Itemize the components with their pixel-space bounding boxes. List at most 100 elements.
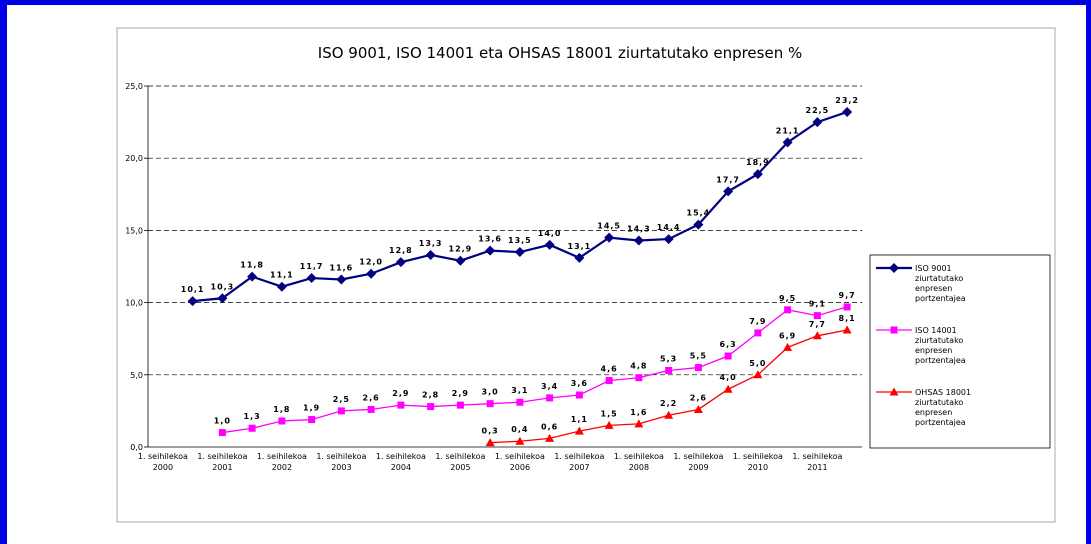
x-tick-label: 1. seihilekoa 2009: [673, 452, 723, 472]
marker: [456, 401, 464, 409]
data-label: 2,2: [660, 399, 677, 408]
data-label: 6,3: [720, 340, 737, 349]
marker: [842, 325, 852, 334]
chart-title: ISO 9001, ISO 14001 eta OHSAS 18001 ziur…: [318, 44, 802, 62]
data-label: 13,6: [478, 235, 502, 244]
x-tick-label: 1. seihilekoa 2006: [495, 452, 545, 472]
data-label: 2,6: [690, 393, 707, 402]
data-label: 1,6: [630, 408, 647, 417]
marker: [842, 106, 853, 117]
y-tick-label: 0,0: [130, 443, 143, 452]
data-label: 6,9: [779, 331, 796, 340]
x-tick-label: 1. seihilekoa 2011: [792, 452, 842, 472]
x-tick-label: 1. seihilekoa 2003: [316, 452, 366, 472]
marker: [425, 249, 436, 260]
data-label: 7,9: [749, 317, 766, 326]
data-label: 5,3: [660, 354, 677, 363]
data-label: 0,4: [511, 425, 528, 434]
data-label: 3,4: [541, 382, 558, 391]
marker: [663, 234, 674, 245]
data-label: 1,5: [601, 409, 618, 418]
marker: [723, 186, 734, 197]
marker: [812, 117, 823, 128]
x-tick-label: 1. seihilekoa 2007: [554, 452, 604, 472]
marker: [723, 384, 733, 393]
marker: [278, 417, 286, 425]
marker: [337, 407, 345, 415]
marker: [784, 306, 792, 314]
marker: [783, 342, 793, 351]
marker: [889, 263, 899, 273]
data-label: 2,6: [363, 393, 380, 402]
marker: [633, 235, 644, 246]
marker: [754, 329, 762, 337]
data-label: 4,6: [601, 365, 618, 374]
marker: [724, 352, 732, 360]
marker: [248, 424, 256, 432]
data-label: 2,5: [333, 395, 350, 404]
marker: [544, 239, 555, 250]
data-label: 4,8: [630, 362, 647, 371]
data-label: 3,6: [571, 379, 588, 388]
data-label: 2,9: [452, 389, 469, 398]
data-label: 11,8: [240, 261, 264, 270]
marker: [545, 433, 555, 442]
y-tick-label: 10,0: [125, 299, 143, 308]
marker: [665, 366, 673, 374]
data-label: 10,3: [211, 282, 235, 291]
marker: [276, 281, 287, 292]
data-label: 2,9: [392, 389, 409, 398]
data-label: 9,1: [809, 300, 826, 309]
legend-label: OHSAS 18001 ziurtatutako enpresen portzenta…: [915, 388, 971, 427]
marker: [515, 436, 525, 445]
marker: [574, 426, 584, 435]
marker: [486, 400, 494, 408]
data-label: 0,3: [482, 427, 499, 436]
data-label: 22,5: [806, 106, 830, 115]
data-label: 12,0: [359, 258, 383, 267]
marker: [485, 438, 495, 447]
marker: [455, 255, 466, 266]
data-label: 5,5: [690, 352, 707, 361]
marker: [187, 296, 198, 307]
data-label: 1,8: [273, 405, 290, 414]
legend: [869, 254, 1051, 449]
data-label: 0,6: [541, 422, 558, 431]
marker: [397, 401, 405, 409]
marker: [782, 137, 793, 148]
legend-label: ISO 14001 ziurtatutako enpresen portzentaje…: [915, 326, 966, 365]
data-label: 18,9: [746, 158, 770, 167]
marker: [306, 273, 317, 284]
data-label: 11,7: [300, 262, 324, 271]
data-label: 12,9: [449, 245, 473, 254]
marker: [604, 232, 615, 243]
data-label: 2,8: [422, 391, 439, 400]
x-tick-label: 1. seihilekoa 2001: [197, 452, 247, 472]
x-tick-label: 1. seihilekoa 2000: [138, 452, 188, 472]
data-label: 11,1: [270, 271, 294, 280]
marker: [813, 312, 821, 320]
data-label: 14,0: [538, 229, 562, 238]
marker: [889, 387, 899, 396]
data-label: 4,0: [720, 373, 737, 382]
y-tick-label: 25,0: [125, 82, 143, 91]
data-label: 8,1: [839, 314, 856, 323]
marker: [694, 364, 702, 372]
marker: [336, 274, 347, 285]
data-label: 1,1: [571, 415, 588, 424]
data-label: 10,1: [181, 285, 205, 294]
data-label: 3,0: [482, 388, 499, 397]
y-tick-label: 15,0: [125, 226, 143, 235]
marker: [693, 404, 703, 413]
data-label: 13,1: [568, 242, 592, 251]
x-tick-label: 1. seihilekoa 2005: [435, 452, 485, 472]
data-label: 23,2: [835, 96, 859, 105]
y-tick-label: 5,0: [130, 371, 143, 380]
data-label: 5,0: [749, 359, 766, 368]
marker: [752, 169, 763, 180]
data-label: 1,9: [303, 404, 320, 413]
data-label: 11,6: [330, 263, 354, 272]
marker: [634, 419, 644, 428]
marker: [605, 377, 613, 385]
